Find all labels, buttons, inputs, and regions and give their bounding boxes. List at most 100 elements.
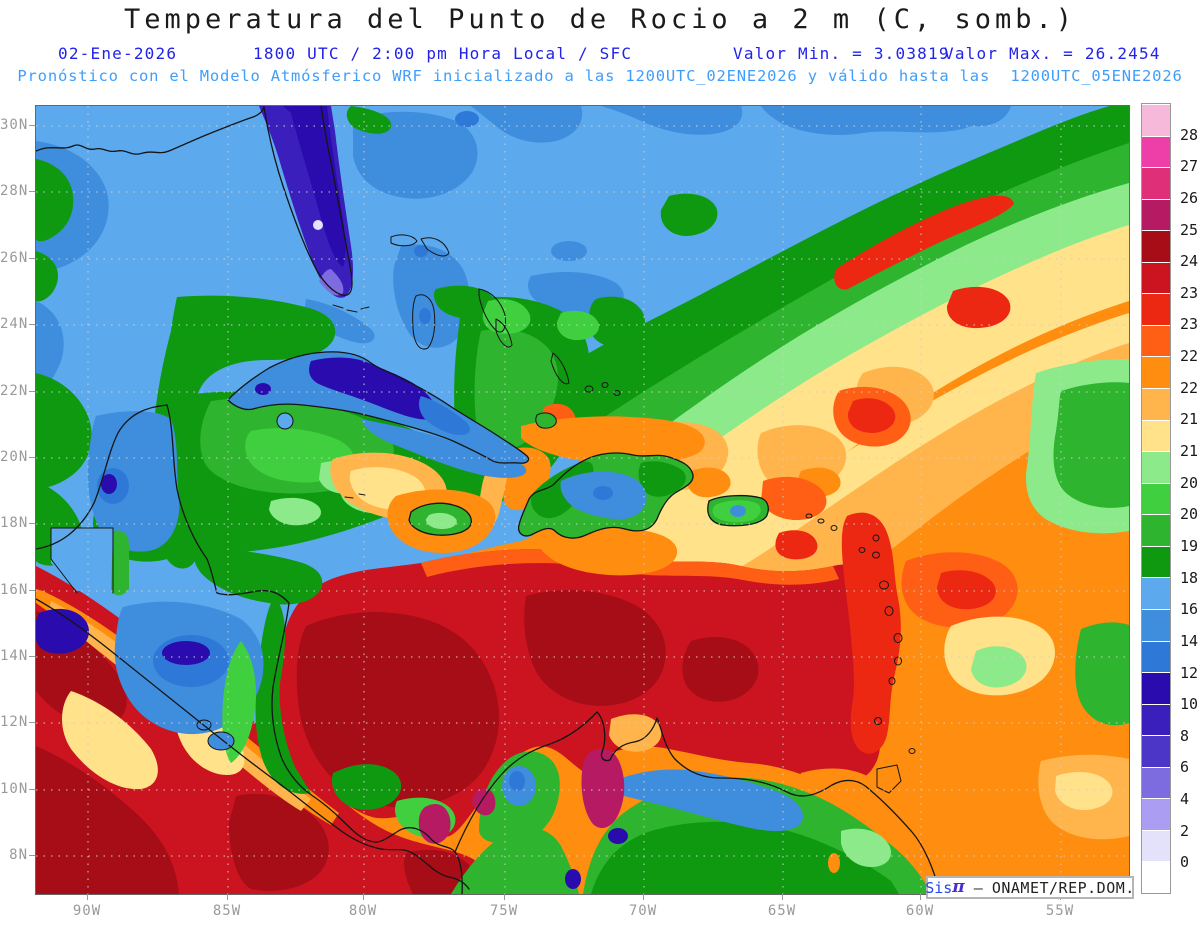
colorbar-tick-label: 23.5: [1180, 283, 1200, 302]
contour-region: [332, 304, 370, 313]
page-title: Temperatura del Punto de Rocio a 2 m (C,…: [123, 4, 1076, 35]
run-date: 02-Ene-2026: [58, 44, 178, 63]
contour-region: [517, 452, 694, 539]
colorbar-cell: [1142, 861, 1170, 893]
contour-region: [1055, 771, 1113, 811]
contour-region: [841, 828, 891, 867]
colorbar-tick-label: 0: [1180, 853, 1190, 872]
colorbar-tick-label: 10: [1180, 695, 1199, 714]
min-value-label: Valor Min. = 3.03819: [733, 44, 950, 63]
contour-region: [609, 714, 662, 752]
pi-symbol: π: [952, 877, 965, 897]
contour-region: [331, 764, 402, 810]
watermark-brand: Sis: [925, 878, 953, 897]
contour-region: [1053, 382, 1129, 508]
colorbar-cell: [1142, 798, 1170, 830]
colorbar-cell: [1142, 514, 1170, 546]
contour-region: [207, 731, 235, 751]
contour-region: [418, 803, 451, 844]
lon-tick-label: 55W: [1045, 903, 1075, 919]
contour-region: [937, 570, 996, 610]
contour-region: [471, 106, 583, 143]
colorbar-cell: [1142, 293, 1170, 325]
lon-tick: [87, 894, 88, 900]
lat-tick-label: 14N: [0, 648, 29, 664]
colorbar-tick-label: 21.5: [1180, 410, 1200, 429]
lat-tick: [29, 191, 35, 192]
lat-tick-label: 12N: [0, 714, 29, 730]
colorbar-tick-label: 6: [1180, 758, 1190, 777]
contour-region: [761, 476, 827, 521]
contour-region: [36, 746, 179, 894]
trinidad-island: [877, 765, 901, 793]
cuba-island: [228, 351, 529, 464]
contour-region: [403, 849, 476, 894]
contour-region: [830, 525, 838, 531]
lat-tick: [29, 258, 35, 259]
contour-region: [263, 106, 353, 296]
lon-tick-label: 80W: [348, 903, 378, 919]
contour-region: [593, 486, 613, 500]
lon-tick-label: 65W: [767, 903, 797, 919]
contour-region: [111, 530, 129, 596]
colorbar-tick-label: 12: [1180, 663, 1199, 682]
contour-region: [319, 269, 344, 296]
lesser-antilles-islands: [805, 513, 916, 794]
lat-tick-label: 24N: [0, 316, 29, 332]
contour-region: [166, 404, 463, 894]
colorbar-cell: [1142, 703, 1170, 736]
colorbar-tick-label: 28: [1180, 125, 1199, 144]
colorbar-tick-label: 25: [1180, 220, 1199, 239]
contour-region: [472, 788, 496, 816]
contour-region: [151, 295, 336, 569]
colorbar-cell: [1142, 388, 1170, 420]
colorbar-tick-label: 14: [1180, 631, 1199, 650]
header-line: 02-Ene-2026 1800 UTC / 2:00 pm Hora Loca…: [0, 44, 1200, 64]
contour-region: [641, 313, 1129, 610]
contour-region: [551, 241, 587, 261]
contour-region: [36, 404, 168, 550]
lat-tick-label: 20N: [0, 449, 29, 465]
lat-tick-label: 22N: [0, 383, 29, 399]
colorbar-cell: [1142, 482, 1170, 515]
contour-region: [707, 494, 769, 527]
contour-region: [834, 195, 1014, 290]
contour-region: [87, 411, 180, 552]
lat-tick: [29, 391, 35, 392]
lat-tick: [29, 457, 35, 458]
lon-tick-label: 90W: [72, 903, 102, 919]
contour-region: [541, 526, 678, 576]
contour-region: [509, 771, 525, 791]
colorbar-cell: [1142, 672, 1170, 704]
contour-region: [36, 608, 89, 654]
contour-region: [36, 106, 265, 155]
contour-region: [971, 646, 1027, 688]
south-america: [451, 714, 931, 894]
contour-region: [408, 502, 472, 536]
lat-tick-label: 16N: [0, 582, 29, 598]
map-area: [35, 105, 1130, 895]
contour-region: [817, 518, 825, 524]
contour-region: [304, 299, 375, 344]
contour-region: [828, 853, 840, 873]
colorbar-tick-label: 24.5: [1180, 252, 1200, 271]
contour-region: [613, 390, 621, 396]
contour-region: [390, 234, 418, 247]
contour-region: [420, 237, 450, 257]
contour-region: [805, 513, 813, 519]
contour-region: [222, 641, 256, 763]
lat-tick: [29, 855, 35, 856]
colorbar-cell: [1142, 135, 1170, 168]
contour-region: [36, 301, 64, 390]
bahamas-islands: [390, 234, 621, 396]
contour-region: [353, 111, 478, 199]
colorbar-cell: [1142, 735, 1170, 767]
colorbar-tick-label: 26: [1180, 188, 1199, 207]
lat-tick: [29, 590, 35, 591]
colorbar-cell: [1142, 324, 1170, 357]
lon-tick-label: 75W: [489, 903, 519, 919]
contour-region: [550, 352, 570, 385]
contour-region: [872, 551, 880, 559]
contour-region: [601, 382, 609, 388]
